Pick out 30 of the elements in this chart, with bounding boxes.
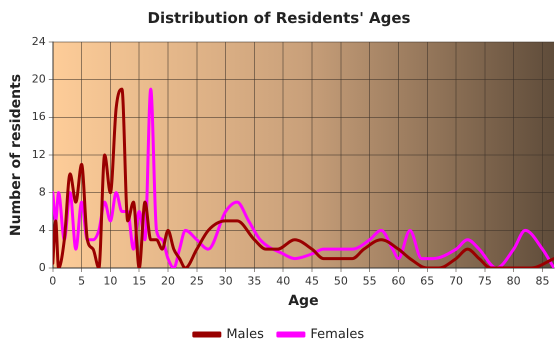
- x-tick-label: 5: [78, 274, 86, 288]
- x-tick-label: 70: [449, 274, 464, 288]
- y-tick-label: 20: [32, 72, 46, 86]
- x-tick-label: 50: [334, 274, 348, 288]
- x-tick-label: 0: [49, 274, 56, 288]
- y-tick-label: 8: [38, 186, 46, 199]
- y-axis-title: Number of residents: [8, 74, 24, 236]
- x-tick-label: 35: [247, 274, 262, 288]
- legend-label: Males: [226, 326, 264, 342]
- x-tick-label: 85: [535, 274, 550, 288]
- y-tick-label: 24: [32, 34, 46, 48]
- x-tick-label: 30: [218, 274, 233, 288]
- y-tick-label: 12: [32, 148, 46, 161]
- x-tick-label: 60: [391, 274, 406, 288]
- x-tick-label: 80: [506, 274, 521, 288]
- legend-label: Females: [310, 326, 364, 342]
- x-tick-label: 20: [161, 274, 176, 288]
- y-tick-label: 4: [38, 223, 46, 236]
- x-tick-label: 45: [305, 274, 320, 288]
- x-axis-title: Age: [288, 293, 319, 310]
- chart-title: Distribution of Residents' Ages: [148, 8, 411, 27]
- x-tick-label: 75: [478, 274, 492, 288]
- x-tick-label: 15: [132, 274, 146, 288]
- y-tick-label: 0: [38, 260, 46, 274]
- x-tick-label: 10: [103, 274, 118, 288]
- y-tick-label: 16: [32, 110, 46, 124]
- x-tick-label: 65: [420, 274, 434, 288]
- x-tick-label: 25: [190, 274, 204, 288]
- x-tick-label: 55: [362, 274, 377, 288]
- x-tick-label: 40: [276, 274, 290, 288]
